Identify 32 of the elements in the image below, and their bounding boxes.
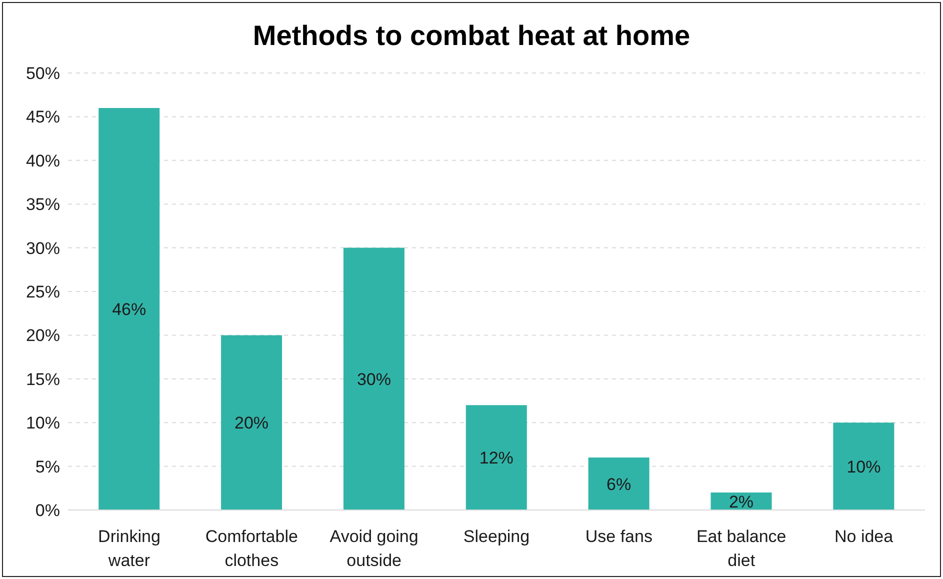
x-tick-label: Eat balance diet — [696, 527, 786, 570]
bar — [98, 108, 160, 510]
y-tick-label: 15% — [26, 370, 60, 389]
data-label: 46% — [112, 300, 146, 319]
y-tick-label: 10% — [26, 414, 60, 433]
bar — [221, 335, 282, 510]
bar — [588, 458, 650, 510]
y-tick-label: 5% — [35, 457, 60, 476]
y-tick-label: 50% — [26, 64, 60, 84]
y-tick-label: 30% — [26, 238, 60, 258]
data-label: 10% — [846, 457, 881, 476]
y-tick-label: 40% — [26, 151, 60, 170]
data-label: 30% — [356, 370, 391, 389]
bar — [466, 405, 527, 510]
data-label: 2% — [728, 492, 754, 512]
y-tick-label: 20% — [26, 326, 60, 346]
x-tick-label: Sleeping — [463, 527, 530, 546]
y-tick-label: 0% — [35, 501, 60, 520]
x-tick-label: Avoid going outside — [330, 527, 418, 570]
x-tick-label: Use fans — [585, 527, 652, 546]
bar — [343, 248, 404, 510]
y-tick-label: 25% — [26, 282, 60, 302]
y-tick-label: 35% — [26, 195, 60, 214]
chart-title: Methods to combat heat at home — [252, 20, 692, 52]
x-tick-label: Drinking water — [98, 527, 160, 570]
data-label: 20% — [234, 414, 269, 433]
x-tick-label: Comfortable clothes — [205, 527, 298, 570]
x-tick-label: No idea — [834, 527, 894, 546]
data-label: 6% — [606, 474, 632, 494]
data-label: 12% — [479, 448, 514, 468]
bar — [833, 422, 894, 510]
y-tick-label: 45% — [26, 108, 60, 127]
